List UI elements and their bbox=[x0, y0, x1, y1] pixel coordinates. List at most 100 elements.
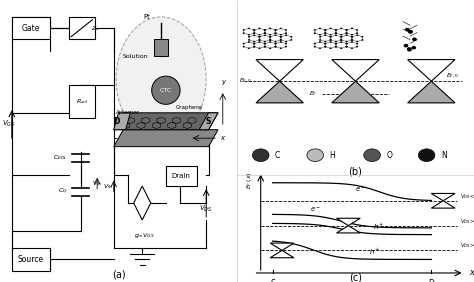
Circle shape bbox=[340, 39, 342, 41]
Circle shape bbox=[243, 32, 245, 34]
Text: $C_{EDL}$: $C_{EDL}$ bbox=[53, 153, 67, 162]
Text: x: x bbox=[220, 135, 225, 141]
Polygon shape bbox=[114, 113, 218, 130]
Polygon shape bbox=[256, 60, 303, 81]
Circle shape bbox=[274, 43, 276, 44]
Circle shape bbox=[319, 28, 321, 29]
Text: Source: Source bbox=[18, 255, 44, 264]
Text: S: S bbox=[270, 279, 275, 282]
Circle shape bbox=[346, 32, 348, 34]
Circle shape bbox=[329, 36, 331, 38]
Circle shape bbox=[314, 43, 316, 44]
Circle shape bbox=[324, 29, 327, 31]
Circle shape bbox=[340, 34, 342, 36]
Circle shape bbox=[340, 39, 343, 41]
Circle shape bbox=[324, 29, 326, 31]
Circle shape bbox=[269, 28, 271, 29]
Circle shape bbox=[258, 47, 261, 49]
Circle shape bbox=[280, 39, 282, 41]
Text: Graphene: Graphene bbox=[176, 105, 203, 110]
Text: $R_{sol}$: $R_{sol}$ bbox=[75, 97, 88, 106]
Text: Pt: Pt bbox=[144, 14, 150, 20]
Text: $V_{DS}<V_{th}$: $V_{DS}<V_{th}$ bbox=[460, 192, 474, 201]
Circle shape bbox=[330, 39, 332, 41]
Circle shape bbox=[264, 41, 266, 42]
Polygon shape bbox=[332, 60, 379, 81]
Circle shape bbox=[285, 34, 287, 36]
Circle shape bbox=[356, 32, 358, 34]
Polygon shape bbox=[332, 81, 379, 103]
Circle shape bbox=[258, 41, 261, 43]
Circle shape bbox=[253, 29, 255, 31]
Circle shape bbox=[340, 28, 342, 29]
Circle shape bbox=[259, 39, 261, 41]
Circle shape bbox=[335, 34, 337, 36]
Circle shape bbox=[351, 39, 353, 41]
Circle shape bbox=[258, 36, 260, 38]
Circle shape bbox=[361, 39, 364, 41]
Circle shape bbox=[280, 28, 282, 29]
Text: (c): (c) bbox=[349, 272, 362, 282]
Text: $h^+$: $h^+$ bbox=[369, 247, 380, 257]
Circle shape bbox=[324, 34, 326, 36]
Circle shape bbox=[319, 47, 321, 49]
Circle shape bbox=[274, 32, 277, 34]
Circle shape bbox=[269, 41, 271, 43]
Circle shape bbox=[340, 36, 342, 38]
Circle shape bbox=[253, 41, 255, 42]
Circle shape bbox=[248, 39, 250, 41]
Text: (b): (b) bbox=[348, 167, 363, 177]
Circle shape bbox=[258, 34, 261, 36]
Polygon shape bbox=[270, 250, 294, 258]
Circle shape bbox=[258, 39, 260, 41]
Circle shape bbox=[264, 29, 266, 31]
Circle shape bbox=[269, 36, 272, 38]
Circle shape bbox=[269, 39, 272, 41]
Text: O: O bbox=[386, 151, 392, 160]
Circle shape bbox=[340, 47, 342, 49]
Circle shape bbox=[253, 32, 255, 34]
Circle shape bbox=[351, 36, 353, 38]
Text: $E_F\,(x)$: $E_F\,(x)$ bbox=[245, 171, 254, 189]
Circle shape bbox=[324, 43, 326, 44]
Circle shape bbox=[356, 46, 358, 47]
Polygon shape bbox=[337, 226, 360, 233]
FancyBboxPatch shape bbox=[69, 85, 95, 118]
Circle shape bbox=[411, 46, 416, 50]
Circle shape bbox=[351, 39, 353, 41]
Circle shape bbox=[346, 32, 347, 34]
Circle shape bbox=[405, 28, 410, 31]
Circle shape bbox=[340, 41, 342, 43]
Circle shape bbox=[314, 29, 316, 31]
Circle shape bbox=[280, 34, 282, 36]
Polygon shape bbox=[256, 81, 303, 103]
Circle shape bbox=[351, 36, 353, 38]
Circle shape bbox=[290, 36, 292, 38]
Circle shape bbox=[407, 47, 411, 51]
Text: $e^-$: $e^-$ bbox=[310, 205, 321, 214]
Circle shape bbox=[248, 36, 250, 38]
Circle shape bbox=[314, 32, 316, 34]
Circle shape bbox=[264, 46, 266, 47]
Text: N: N bbox=[441, 151, 447, 160]
Circle shape bbox=[285, 43, 287, 44]
Circle shape bbox=[269, 47, 271, 49]
Circle shape bbox=[346, 34, 348, 36]
Circle shape bbox=[274, 29, 277, 31]
Circle shape bbox=[361, 36, 364, 38]
Circle shape bbox=[330, 36, 332, 38]
Circle shape bbox=[253, 29, 255, 31]
Circle shape bbox=[285, 41, 287, 42]
Text: Drain: Drain bbox=[172, 173, 191, 179]
Circle shape bbox=[324, 46, 327, 47]
Text: (a): (a) bbox=[112, 269, 125, 279]
Circle shape bbox=[346, 46, 348, 47]
Text: $x$: $x$ bbox=[469, 268, 474, 277]
Circle shape bbox=[253, 32, 255, 34]
Circle shape bbox=[264, 46, 266, 47]
Circle shape bbox=[274, 34, 277, 36]
Circle shape bbox=[356, 29, 358, 31]
Ellipse shape bbox=[152, 76, 180, 104]
Circle shape bbox=[319, 39, 321, 41]
Circle shape bbox=[351, 41, 353, 43]
